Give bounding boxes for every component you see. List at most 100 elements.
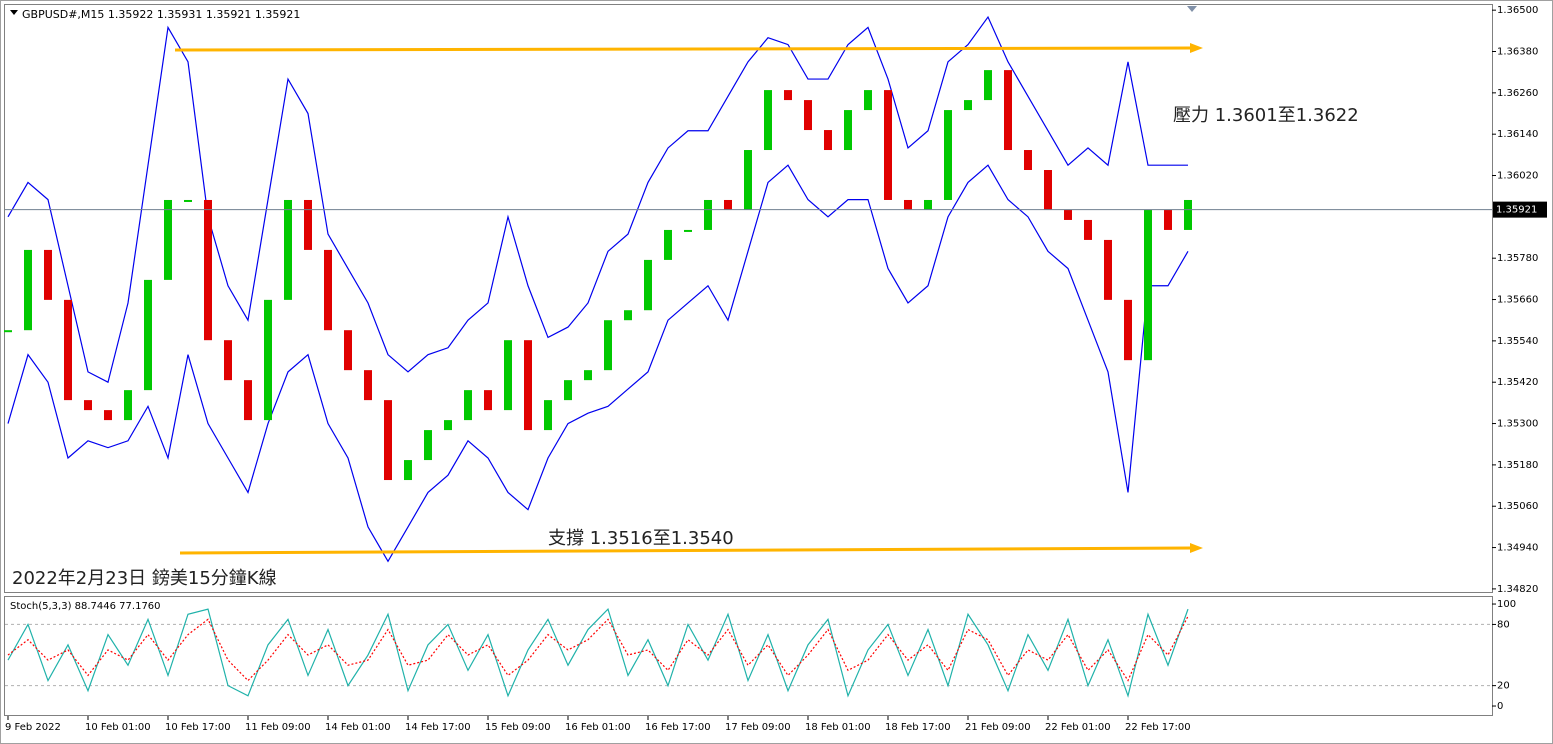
candle xyxy=(684,229,692,232)
bollinger-band xyxy=(7,164,1189,563)
candle xyxy=(464,390,472,421)
last-price-label: 1.35921 xyxy=(1496,205,1537,216)
x-tick-label: 18 Feb 17:00 xyxy=(885,722,951,733)
candle xyxy=(424,430,432,461)
candle xyxy=(1004,70,1012,151)
candle xyxy=(944,110,952,200)
candle xyxy=(444,420,452,431)
y-tick-label: 1.36140 xyxy=(1497,129,1538,140)
y-tick-label: 1.35660 xyxy=(1497,295,1538,306)
candle xyxy=(784,90,792,101)
support-label: 支撐 1.3516至1.3540 xyxy=(548,528,734,549)
candle xyxy=(744,150,752,210)
candle xyxy=(1124,299,1132,361)
y-tick-label: 1.34940 xyxy=(1497,543,1538,554)
candle xyxy=(44,249,52,300)
candle xyxy=(984,70,992,101)
candle xyxy=(824,130,832,151)
candle xyxy=(524,340,532,431)
candle xyxy=(244,380,252,421)
candle xyxy=(964,100,972,111)
candle xyxy=(1184,199,1192,230)
y-tick-label: 1.35060 xyxy=(1497,501,1538,512)
y-tick-label: 1.35420 xyxy=(1497,377,1538,388)
main-panel xyxy=(4,4,1493,593)
candle xyxy=(864,90,872,111)
x-tick-label: 21 Feb 09:00 xyxy=(965,722,1031,733)
candle xyxy=(164,199,172,280)
bollinger-band xyxy=(7,15,1188,384)
candle xyxy=(84,400,92,411)
candle xyxy=(624,310,632,321)
candle xyxy=(564,380,572,401)
y-tick-label: 100 xyxy=(1497,599,1516,610)
chart-header: GBPUSD#,M15 1.35922 1.35931 1.35921 1.35… xyxy=(22,8,300,21)
y-tick-label: 1.35300 xyxy=(1497,419,1538,430)
candle xyxy=(644,259,652,311)
stoch-line xyxy=(7,616,1189,682)
chart-caption: 2022年2月23日 鎊美15分鐘K線 xyxy=(12,568,277,589)
y-tick-label: 1.35180 xyxy=(1497,460,1538,471)
x-tick-label: 18 Feb 01:00 xyxy=(805,722,871,733)
candle xyxy=(4,330,12,333)
candle xyxy=(584,370,592,381)
x-tick-label: 10 Feb 01:00 xyxy=(85,722,151,733)
y-tick-label: 1.36020 xyxy=(1497,171,1538,182)
candle xyxy=(264,299,272,421)
candle xyxy=(804,100,812,131)
candle xyxy=(1084,219,1092,240)
candle xyxy=(884,90,892,200)
support-arrow xyxy=(179,543,1203,555)
candle xyxy=(184,199,192,202)
last-price-box xyxy=(1493,201,1547,218)
candle xyxy=(64,299,72,401)
resistance-label: 壓力 1.3601至1.3622 xyxy=(1173,105,1359,126)
candle xyxy=(1064,209,1072,220)
candle xyxy=(844,110,852,151)
x-tick-label: 9 Feb 2022 xyxy=(5,722,61,733)
candle xyxy=(924,199,932,210)
x-tick-label: 17 Feb 09:00 xyxy=(725,722,791,733)
candle xyxy=(124,390,132,421)
candle xyxy=(204,199,212,341)
x-tick-label: 10 Feb 17:00 xyxy=(165,722,231,733)
stoch-panel xyxy=(4,596,1493,716)
candle xyxy=(284,199,292,300)
candle xyxy=(344,330,352,371)
candle xyxy=(1164,209,1172,230)
candle xyxy=(764,90,772,151)
candle xyxy=(1104,239,1112,300)
x-tick-label: 22 Feb 17:00 xyxy=(1125,722,1191,733)
candle xyxy=(604,320,612,371)
y-tick-label: 80 xyxy=(1497,619,1510,630)
candle xyxy=(304,199,312,250)
x-tick-label: 16 Feb 01:00 xyxy=(565,722,631,733)
candle xyxy=(1044,170,1052,210)
candle xyxy=(144,279,152,391)
candle xyxy=(404,460,412,481)
x-tick-label: 22 Feb 01:00 xyxy=(1045,722,1111,733)
y-tick-label: 1.34820 xyxy=(1497,584,1538,595)
symbol-marker xyxy=(10,10,18,15)
y-tick-label: 20 xyxy=(1497,681,1510,692)
candle xyxy=(664,229,672,260)
candle xyxy=(724,199,732,210)
candle xyxy=(324,249,332,331)
candle xyxy=(1024,150,1032,171)
candle xyxy=(224,340,232,381)
x-tick-label: 14 Feb 01:00 xyxy=(325,722,391,733)
candle xyxy=(24,249,32,331)
y-tick-label: 1.36500 xyxy=(1497,5,1538,16)
shift-marker xyxy=(1187,6,1197,12)
x-tick-label: 11 Feb 09:00 xyxy=(245,722,311,733)
candle xyxy=(484,390,492,411)
stoch-header: Stoch(5,3,3) 88.7446 77.1760 xyxy=(10,601,161,612)
candle xyxy=(904,199,912,210)
candle xyxy=(544,400,552,431)
candle xyxy=(364,370,372,401)
candle xyxy=(504,340,512,411)
candle xyxy=(384,400,392,481)
